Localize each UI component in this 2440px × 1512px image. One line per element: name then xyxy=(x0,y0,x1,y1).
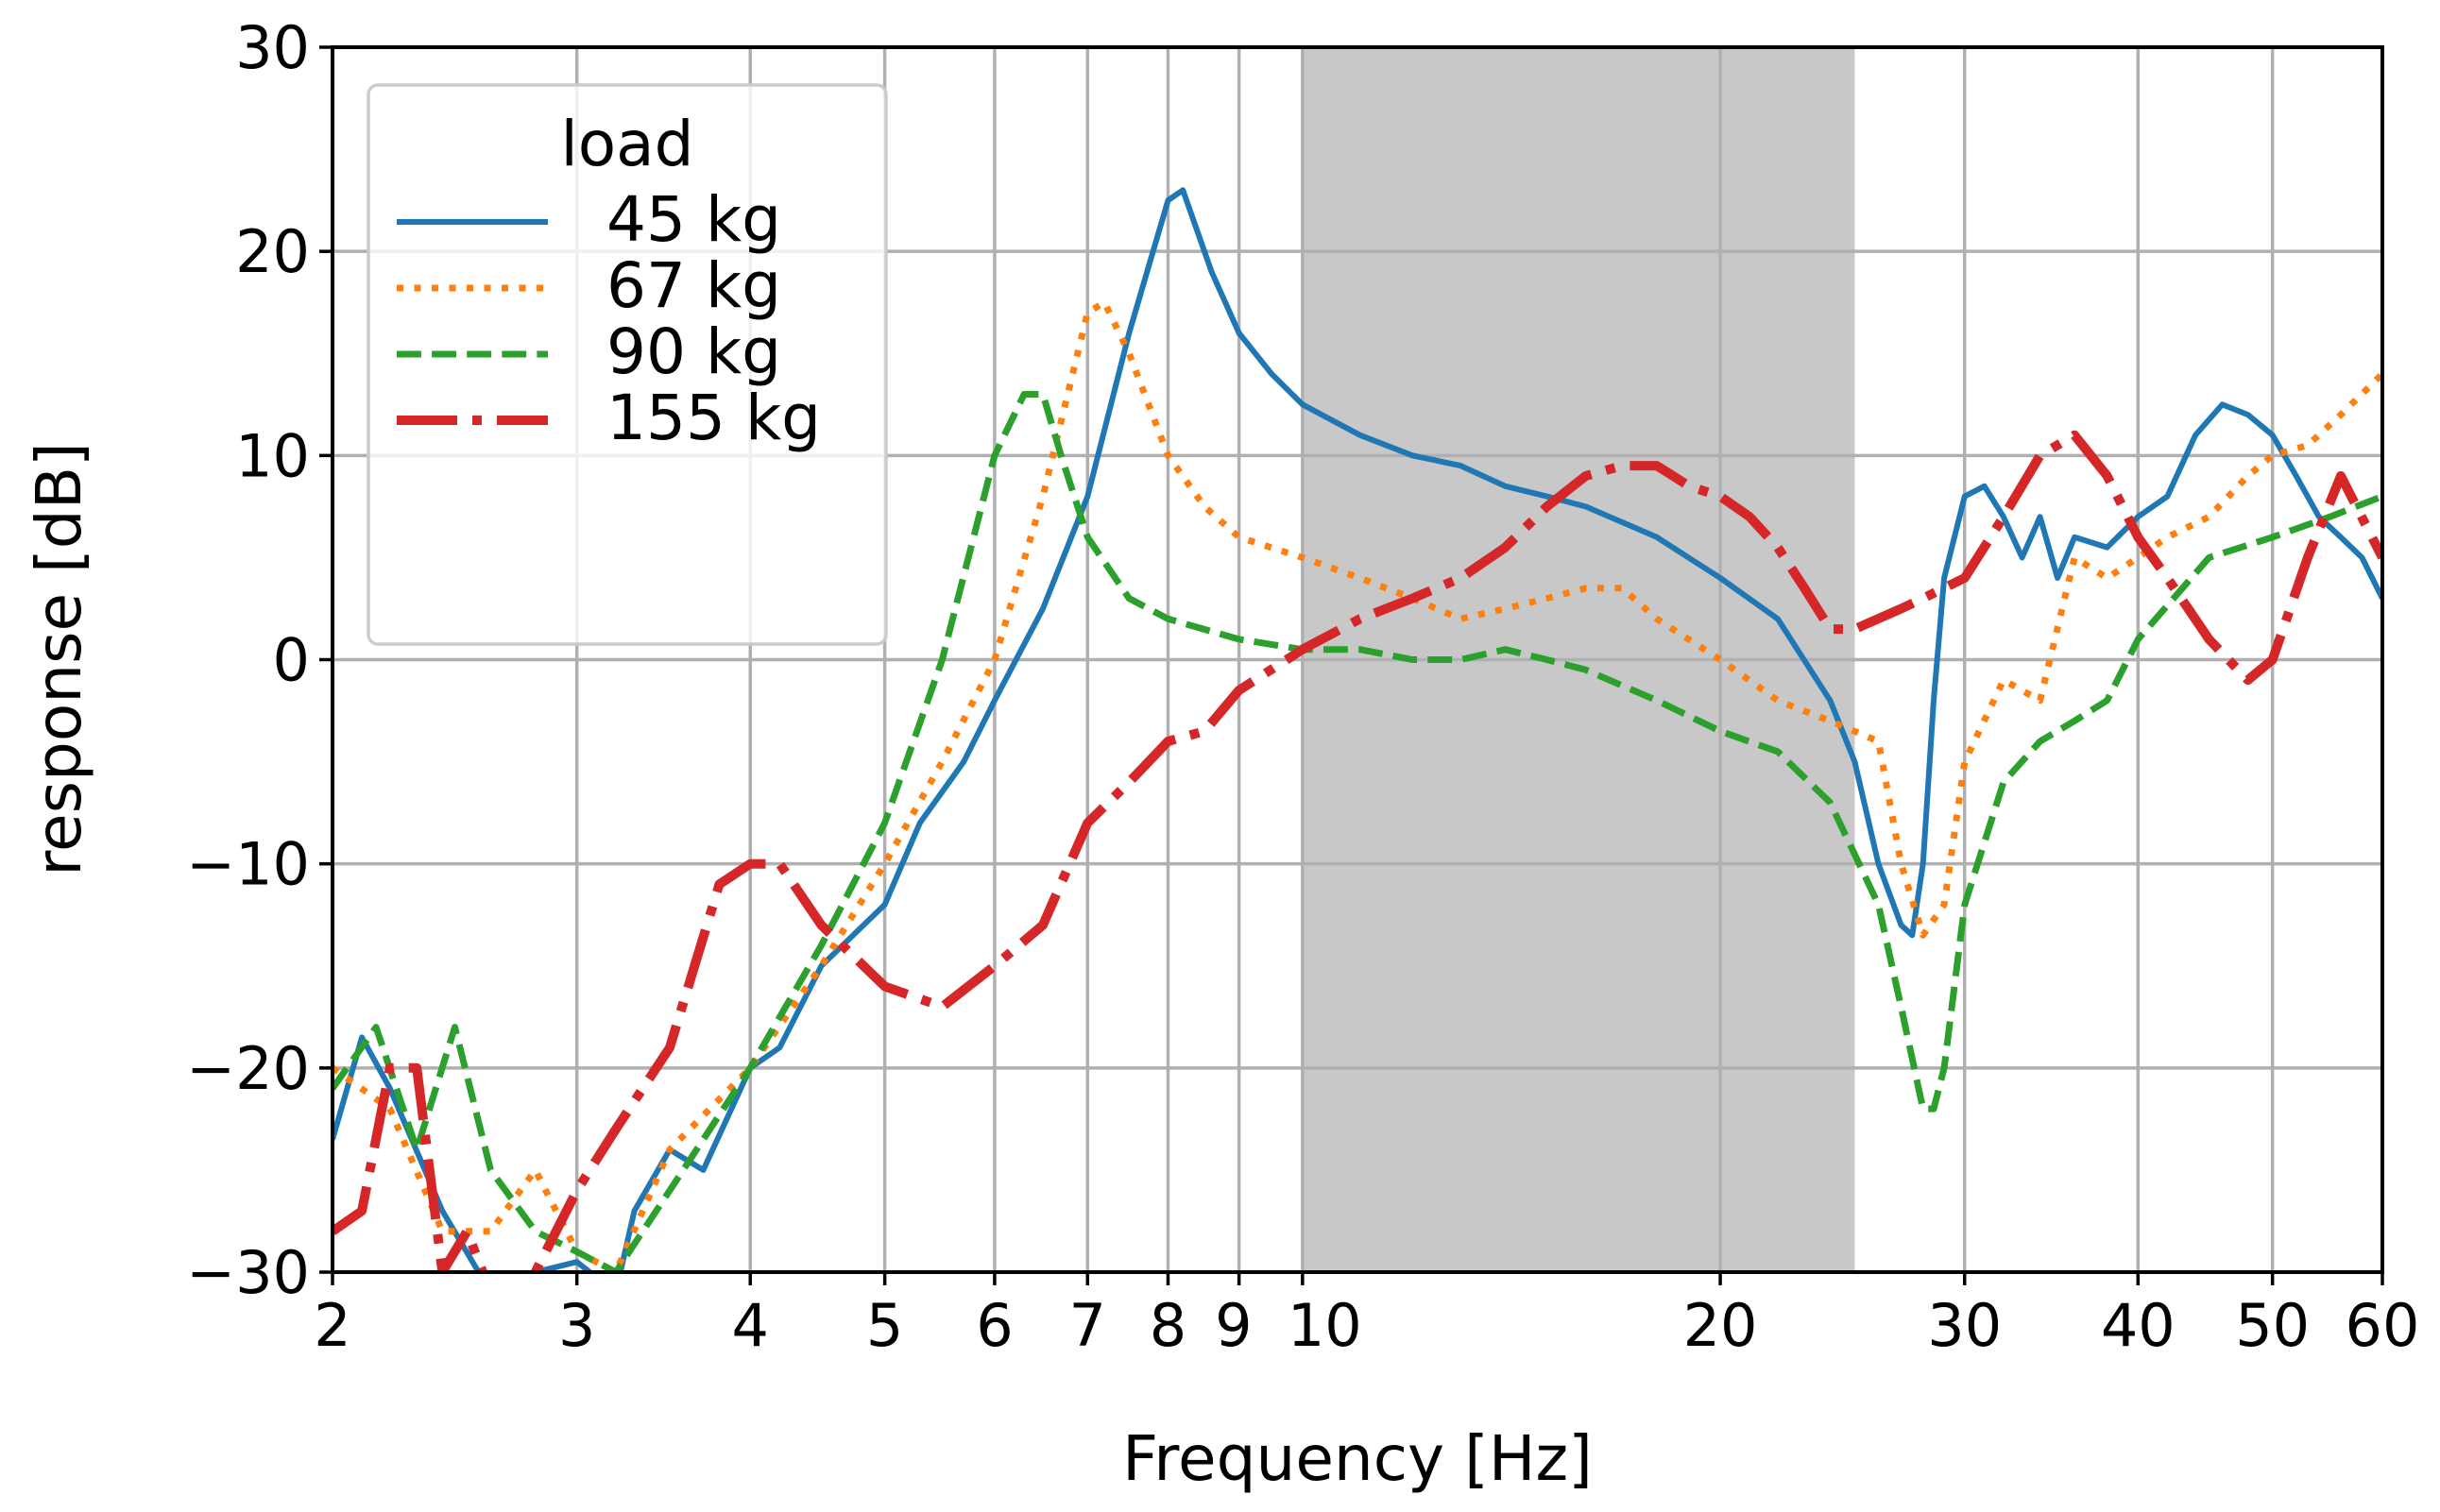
legend-label: 90 kg xyxy=(606,315,781,388)
series-layer xyxy=(333,187,2382,1272)
x-tick-label: 5 xyxy=(866,1291,903,1360)
x-tick-label: 20 xyxy=(1683,1291,1758,1360)
x-tick-label: 60 xyxy=(2346,1291,2420,1360)
x-axis-label: Frequency [Hz] xyxy=(1122,1422,1593,1495)
y-tick-label: −30 xyxy=(186,1238,310,1307)
x-tick-label: 40 xyxy=(2101,1291,2176,1360)
y-tick-label: −20 xyxy=(186,1034,310,1103)
x-tick-label: 7 xyxy=(1069,1291,1106,1360)
x-tick-label: 8 xyxy=(1150,1291,1186,1360)
x-axis-ticks: 2 3 4 5 6 7 8 9 10 20 30 40 50 60 xyxy=(314,1272,2419,1360)
x-tick-label: 2 xyxy=(314,1291,350,1360)
x-tick-label: 10 xyxy=(1288,1291,1362,1360)
x-tick-label: 9 xyxy=(1215,1291,1252,1360)
x-tick-label: 4 xyxy=(732,1291,769,1360)
series-line-90-kg xyxy=(333,391,2382,1272)
y-axis-ticks: −30 −20 −10 0 10 20 30 xyxy=(186,13,333,1307)
y-tick-label: 20 xyxy=(235,217,310,286)
x-tick-label: 3 xyxy=(558,1291,595,1360)
series-line-155-kg xyxy=(333,430,2382,1272)
x-tick-label: 50 xyxy=(2235,1291,2310,1360)
y-axis-label: response [dB] xyxy=(23,442,95,875)
x-tick-label: 30 xyxy=(1927,1291,2002,1360)
y-tick-label: 30 xyxy=(235,13,310,82)
legend-label: 67 kg xyxy=(606,249,781,322)
legend-label: 155 kg xyxy=(606,382,821,454)
legend-label: 45 kg xyxy=(606,183,781,256)
y-tick-label: 0 xyxy=(273,626,310,695)
y-tick-label: 10 xyxy=(235,421,310,490)
x-tick-label: 6 xyxy=(976,1291,1013,1360)
y-tick-label: −10 xyxy=(186,830,310,899)
legend-title: load xyxy=(560,108,693,180)
